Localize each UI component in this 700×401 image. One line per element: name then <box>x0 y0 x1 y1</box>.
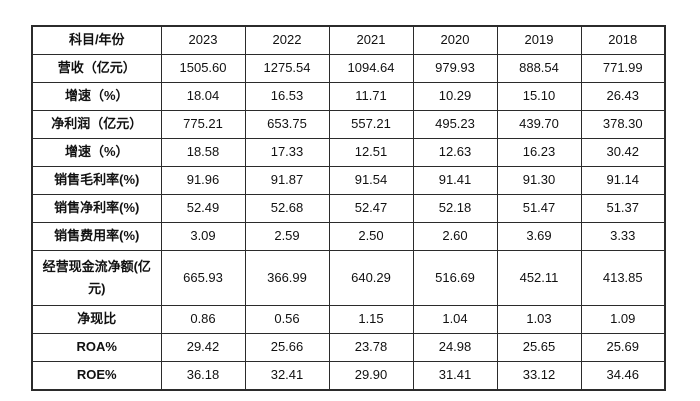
table-cell: 1.09 <box>580 305 666 334</box>
table-row-roa: ROA% 29.42 25.66 23.78 24.98 25.65 25.69 <box>31 333 666 362</box>
table-cell: 91.41 <box>412 166 498 195</box>
table-cell: 439.70 <box>496 110 582 139</box>
table-cell: 12.51 <box>328 138 414 167</box>
table-cell: 3.09 <box>160 222 246 251</box>
table-cell: 1.04 <box>412 305 498 334</box>
header-cell-year-2021: 2021 <box>328 25 414 55</box>
table-cell: 32.41 <box>244 361 330 391</box>
table-cell: 10.29 <box>412 82 498 111</box>
header-cell-year-2023: 2023 <box>160 25 246 55</box>
row-label-cash-ratio: 净现比 <box>31 305 162 334</box>
table-row-net-margin: 销售净利率(%) 52.49 52.68 52.47 52.18 51.47 5… <box>31 194 666 223</box>
header-cell-year-2019: 2019 <box>496 25 582 55</box>
table-cell: 25.65 <box>496 333 582 362</box>
table-cell: 31.41 <box>412 361 498 391</box>
table-cell: 495.23 <box>412 110 498 139</box>
table-cell: 16.53 <box>244 82 330 111</box>
table-cell: 557.21 <box>328 110 414 139</box>
table-cell: 33.12 <box>496 361 582 391</box>
table-cell: 91.54 <box>328 166 414 195</box>
table-cell: 979.93 <box>412 54 498 83</box>
row-label-net-profit-growth: 增速（%） <box>31 138 162 167</box>
table-cell: 51.47 <box>496 194 582 223</box>
table-row-cash-ratio: 净现比 0.86 0.56 1.15 1.04 1.03 1.09 <box>31 305 666 334</box>
table-cell: 11.71 <box>328 82 414 111</box>
row-label-gross-margin: 销售毛利率(%) <box>31 166 162 195</box>
table-cell: 24.98 <box>412 333 498 362</box>
table-cell: 91.14 <box>580 166 666 195</box>
row-label-net-profit: 净利润（亿元） <box>31 110 162 139</box>
table-cell: 888.54 <box>496 54 582 83</box>
table-row-operating-cash-flow: 经营现金流净额(亿元) 665.93 366.99 640.29 516.69 … <box>31 250 666 306</box>
row-label-net-margin: 销售净利率(%) <box>31 194 162 223</box>
table-cell: 1094.64 <box>328 54 414 83</box>
table-cell: 91.96 <box>160 166 246 195</box>
table-cell: 12.63 <box>412 138 498 167</box>
financial-table-container: 科目/年份 2023 2022 2021 2020 2019 2018 营收（亿… <box>31 25 666 391</box>
table-row-roe: ROE% 36.18 32.41 29.90 31.41 33.12 34.46 <box>31 361 666 391</box>
table-cell: 29.90 <box>328 361 414 391</box>
table-cell: 3.33 <box>580 222 666 251</box>
table-cell: 413.85 <box>580 250 666 306</box>
table-cell: 2.59 <box>244 222 330 251</box>
table-cell: 771.99 <box>580 54 666 83</box>
header-cell-year-2020: 2020 <box>412 25 498 55</box>
table-row-revenue-growth: 增速（%） 18.04 16.53 11.71 10.29 15.10 26.4… <box>31 82 666 111</box>
header-cell-year-2022: 2022 <box>244 25 330 55</box>
table-cell: 0.56 <box>244 305 330 334</box>
table-cell: 366.99 <box>244 250 330 306</box>
table-cell: 17.33 <box>244 138 330 167</box>
table-cell: 52.47 <box>328 194 414 223</box>
table-cell: 26.43 <box>580 82 666 111</box>
table-cell: 52.68 <box>244 194 330 223</box>
header-cell-subject-year: 科目/年份 <box>31 25 162 55</box>
table-cell: 665.93 <box>160 250 246 306</box>
table-cell: 51.37 <box>580 194 666 223</box>
table-cell: 2.50 <box>328 222 414 251</box>
table-cell: 378.30 <box>580 110 666 139</box>
table-cell: 91.87 <box>244 166 330 195</box>
table-cell: 34.46 <box>580 361 666 391</box>
table-cell: 1505.60 <box>160 54 246 83</box>
row-label-revenue-growth: 增速（%） <box>31 82 162 111</box>
table-cell: 36.18 <box>160 361 246 391</box>
table-cell: 23.78 <box>328 333 414 362</box>
table-cell: 91.30 <box>496 166 582 195</box>
table-cell: 653.75 <box>244 110 330 139</box>
table-cell: 16.23 <box>496 138 582 167</box>
table-cell: 452.11 <box>496 250 582 306</box>
table-cell: 52.49 <box>160 194 246 223</box>
table-cell: 1.03 <box>496 305 582 334</box>
table-cell: 18.58 <box>160 138 246 167</box>
table-cell: 640.29 <box>328 250 414 306</box>
header-cell-year-2018: 2018 <box>580 25 666 55</box>
row-label-expense-ratio: 销售费用率(%) <box>31 222 162 251</box>
table-cell: 25.69 <box>580 333 666 362</box>
row-label-revenue: 营收（亿元） <box>31 54 162 83</box>
table-cell: 1.15 <box>328 305 414 334</box>
table-header-row: 科目/年份 2023 2022 2021 2020 2019 2018 <box>31 25 666 55</box>
row-label-roa: ROA% <box>31 333 162 362</box>
financial-metrics-table: 科目/年份 2023 2022 2021 2020 2019 2018 营收（亿… <box>31 25 666 391</box>
table-cell: 52.18 <box>412 194 498 223</box>
table-cell: 775.21 <box>160 110 246 139</box>
table-cell: 1275.54 <box>244 54 330 83</box>
table-row-net-profit: 净利润（亿元） 775.21 653.75 557.21 495.23 439.… <box>31 110 666 139</box>
table-cell: 2.60 <box>412 222 498 251</box>
table-cell: 29.42 <box>160 333 246 362</box>
table-cell: 516.69 <box>412 250 498 306</box>
row-label-roe: ROE% <box>31 361 162 391</box>
table-cell: 18.04 <box>160 82 246 111</box>
table-cell: 0.86 <box>160 305 246 334</box>
table-row-revenue: 营收（亿元） 1505.60 1275.54 1094.64 979.93 88… <box>31 54 666 83</box>
table-cell: 3.69 <box>496 222 582 251</box>
table-cell: 30.42 <box>580 138 666 167</box>
table-cell: 25.66 <box>244 333 330 362</box>
table-cell: 15.10 <box>496 82 582 111</box>
table-row-gross-margin: 销售毛利率(%) 91.96 91.87 91.54 91.41 91.30 9… <box>31 166 666 195</box>
row-label-operating-cash-flow: 经营现金流净额(亿元) <box>31 250 162 306</box>
table-row-expense-ratio: 销售费用率(%) 3.09 2.59 2.50 2.60 3.69 3.33 <box>31 222 666 251</box>
table-row-net-profit-growth: 增速（%） 18.58 17.33 12.51 12.63 16.23 30.4… <box>31 138 666 167</box>
